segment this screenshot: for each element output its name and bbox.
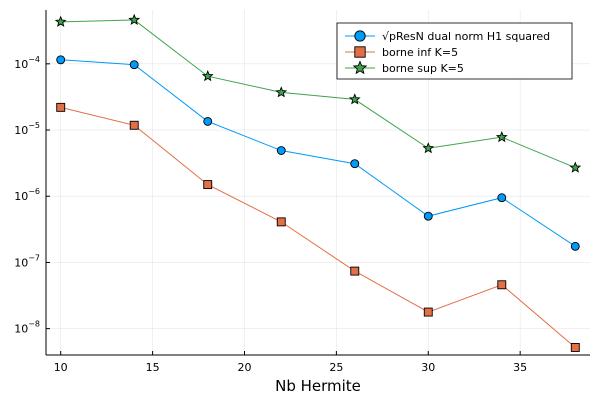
series-2-point — [423, 307, 433, 317]
plot-frame — [45, 10, 590, 356]
legend-label: borne inf K=5 — [382, 46, 458, 59]
legend-marker — [354, 30, 366, 42]
y-tick-label: 10−4 — [14, 55, 40, 71]
y-ticks: 10−8 10−7 10−6 10−5 10−4 — [14, 55, 50, 336]
x-tick-label: 20 — [237, 361, 251, 374]
y-tick-label: 10−8 — [14, 320, 40, 336]
series-3-point — [495, 130, 508, 143]
series-2-point — [497, 280, 507, 290]
legend-marker — [352, 60, 368, 75]
series-3-point — [54, 15, 67, 27]
legend-box — [336, 22, 573, 80]
legend: √pResN dual norm H1 squared borne inf K=5… — [336, 22, 573, 80]
series-3-point — [201, 69, 214, 82]
x-tick-label: 25 — [329, 361, 343, 374]
series-3-point — [275, 86, 288, 98]
series-1-point — [570, 241, 580, 251]
x-tick-label: 35 — [513, 361, 527, 374]
series-1-point — [276, 146, 286, 155]
x-tick-label: 15 — [146, 361, 160, 374]
series-1-point — [350, 159, 360, 169]
legend-marker — [354, 46, 366, 58]
series-1-point — [56, 55, 66, 65]
y-tick-label: 10−5 — [14, 121, 40, 137]
x-ticks: 10 15 20 25 30 35 — [54, 351, 527, 374]
series-2-point — [350, 266, 360, 276]
x-tick-label: 30 — [421, 361, 435, 374]
series-3-point — [569, 161, 582, 173]
series-3-point — [128, 13, 141, 25]
x-tick-label: 10 — [54, 361, 68, 374]
series-3-point — [422, 142, 435, 154]
series-2-point — [56, 102, 66, 112]
series-2-point — [570, 343, 580, 352]
y-tick-label: 10−6 — [14, 187, 40, 203]
series-1-point — [497, 193, 507, 203]
series-1-point — [203, 116, 213, 126]
x-axis-title: Nb Hermite — [275, 377, 361, 395]
series-2-point — [276, 217, 286, 227]
series-1-point — [129, 60, 139, 70]
legend-label: borne sup K=5 — [382, 62, 464, 75]
y-tick-label: 10−7 — [14, 253, 40, 269]
series-2-point — [203, 180, 213, 190]
series-3-line — [60, 19, 576, 169]
series-lines — [54, 13, 582, 352]
series-1-line — [60, 59, 576, 247]
series-2-point — [129, 120, 139, 130]
series-3-point — [348, 93, 361, 105]
series-1-point — [423, 211, 433, 221]
legend-label: √pResN dual norm H1 squared — [382, 30, 550, 43]
series-2-line — [60, 106, 576, 348]
